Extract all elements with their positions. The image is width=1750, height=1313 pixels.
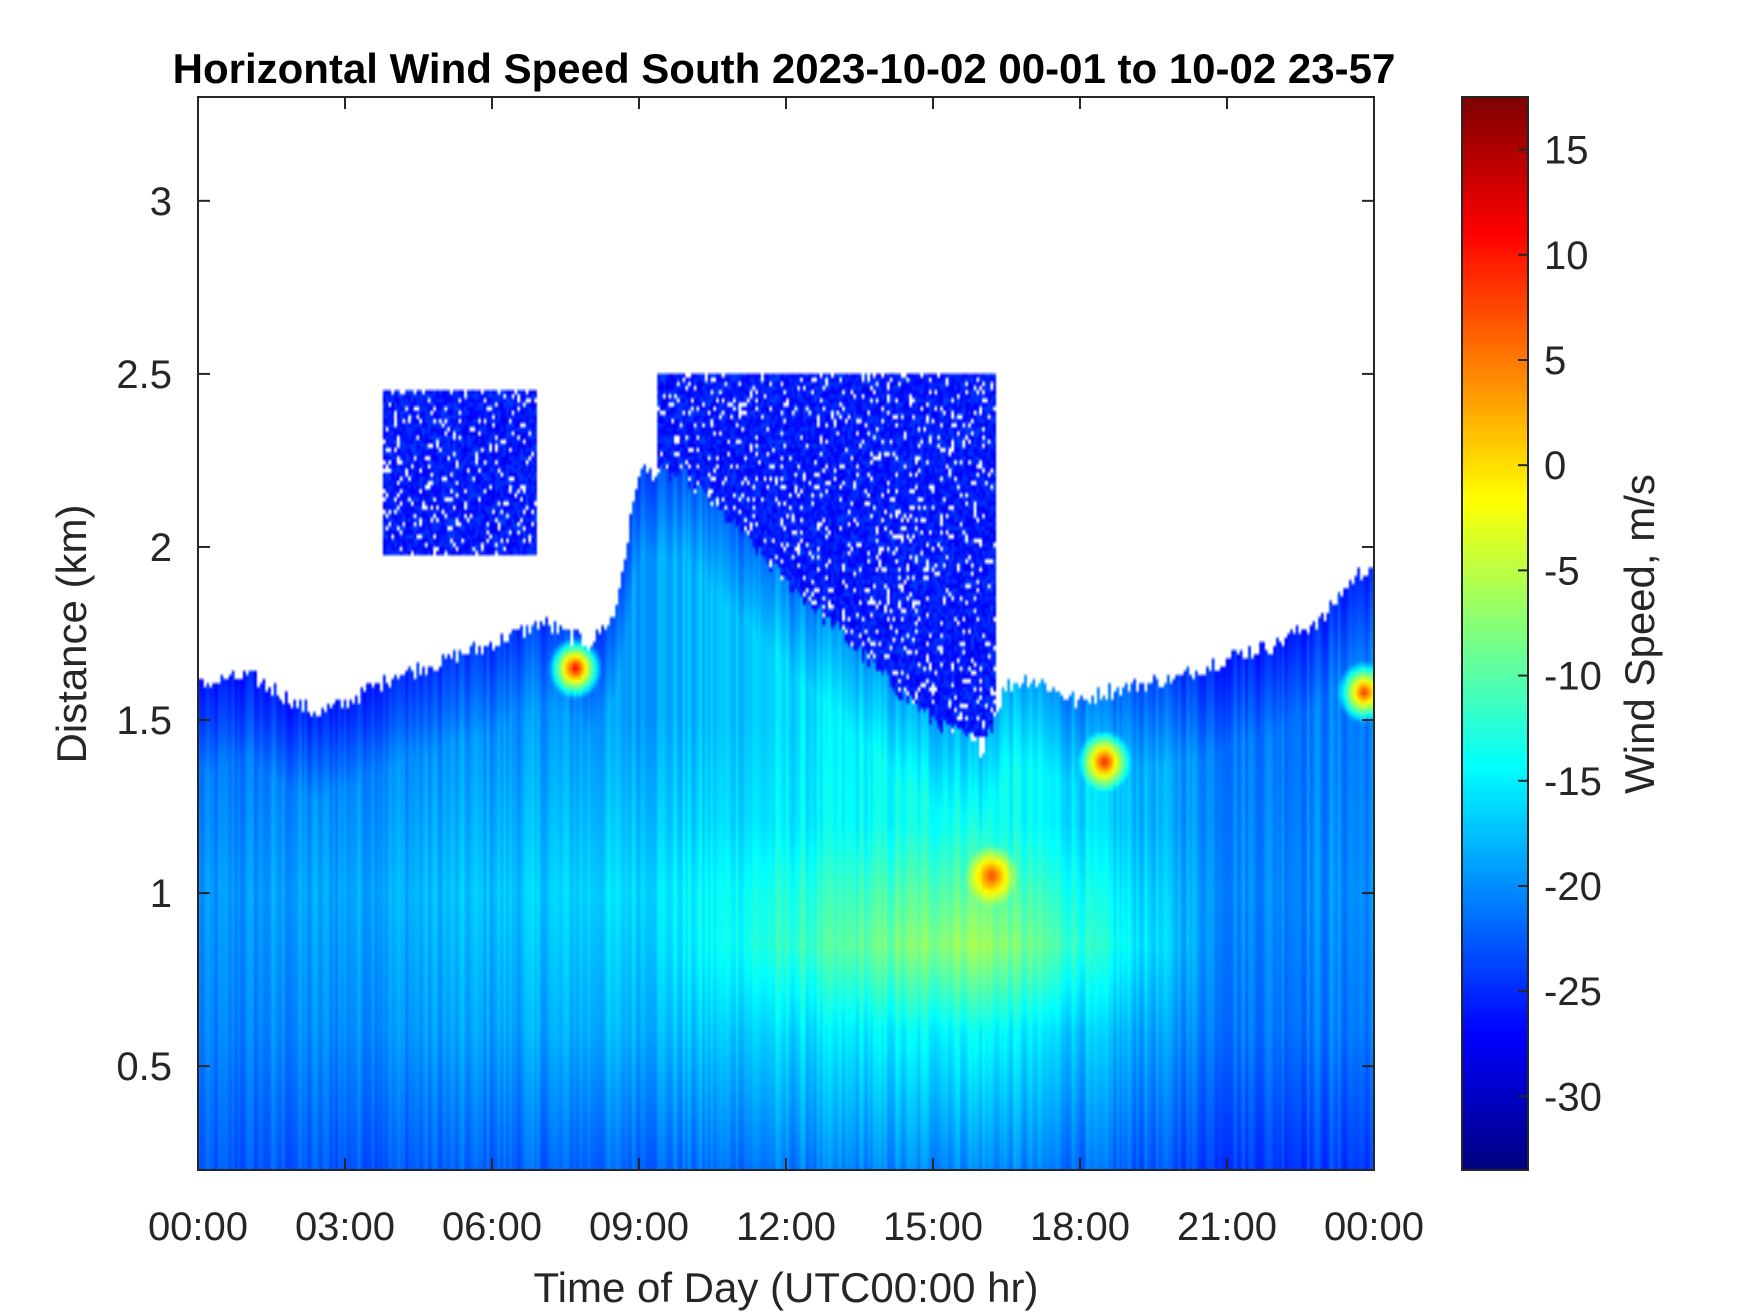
y-tick-label: 1 bbox=[150, 872, 172, 916]
x-tick-label: 21:00 bbox=[1177, 1205, 1277, 1249]
colorbar-ticks: 15 10 5 0 -5 -10 -15 -20 -25 -30 bbox=[1518, 129, 1602, 1119]
colorbar-tick-label: 5 bbox=[1544, 339, 1566, 383]
y-tick-label: 1.5 bbox=[116, 699, 172, 743]
colorbar-tick-label: -15 bbox=[1544, 760, 1602, 804]
x-tick-label: 03:00 bbox=[295, 1205, 395, 1249]
colorbar-tick-label: -20 bbox=[1544, 865, 1602, 909]
x-axis: 00:00 03:00 06:00 09:00 12:00 15:00 18:00 21:00… bbox=[148, 97, 1424, 1249]
colorbar-tick-label: 0 bbox=[1544, 444, 1566, 488]
x-tick-label: 15:00 bbox=[883, 1205, 983, 1249]
y-tick-label: 2.5 bbox=[116, 353, 172, 397]
y-axis: 0.5 1 1.5 2 2.5 3 bbox=[116, 180, 1374, 1089]
x-tick-label: 06:00 bbox=[442, 1205, 542, 1249]
colorbar: 15 10 5 0 -5 -10 -15 -20 -25 -30 bbox=[1461, 96, 1602, 1171]
x-tick-label: 00:00 bbox=[1324, 1205, 1424, 1249]
x-tick-label: 12:00 bbox=[736, 1205, 836, 1249]
colorbar-tick-label: 10 bbox=[1544, 234, 1589, 278]
colorbar-gradient bbox=[1462, 97, 1528, 1170]
x-tick-label: 18:00 bbox=[1030, 1205, 1130, 1249]
colorbar-border bbox=[1461, 96, 1529, 1171]
colorbar-label: Wind Speed, m/s bbox=[1616, 474, 1663, 794]
y-tick-label: 2 bbox=[150, 526, 172, 570]
y-axis-label: Distance (km) bbox=[48, 504, 95, 763]
colorbar-tick-label: 15 bbox=[1544, 129, 1589, 173]
colorbar-tick-label: -5 bbox=[1544, 549, 1580, 593]
x-axis-label: Time of Day (UTC00:00 hr) bbox=[534, 1264, 1039, 1311]
colorbar-tick-label: -30 bbox=[1544, 1075, 1602, 1119]
colorbar-tick-label: -10 bbox=[1544, 655, 1602, 699]
x-tick-label: 09:00 bbox=[589, 1205, 689, 1249]
chart-title: Horizontal Wind Speed South 2023-10-02 0… bbox=[173, 45, 1396, 92]
y-tick-label: 3 bbox=[150, 180, 172, 224]
plot-area bbox=[197, 96, 1375, 1171]
colorbar-tick-label: -25 bbox=[1544, 970, 1602, 1014]
wind-speed-heatmap bbox=[198, 97, 1374, 1170]
y-tick-label: 0.5 bbox=[116, 1045, 172, 1089]
x-tick-label: 00:00 bbox=[148, 1205, 248, 1249]
